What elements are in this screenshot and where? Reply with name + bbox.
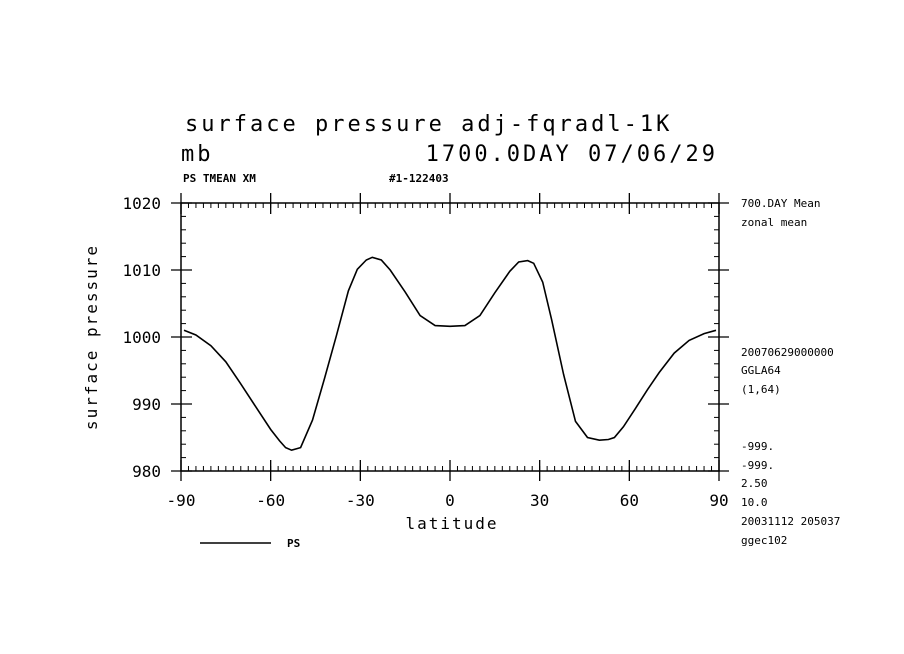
x-tick-label: 90 [709, 491, 728, 510]
y-tick-label: 1000 [122, 328, 161, 347]
x-tick-label: -60 [256, 491, 285, 510]
missing-1: -999. [741, 440, 774, 453]
val-a: 2.50 [741, 477, 768, 490]
missing-2: -999. [741, 459, 774, 472]
field-label: PS TMEAN XM [183, 172, 256, 185]
val-b: 10.0 [741, 496, 768, 509]
x-tick-label: 0 [445, 491, 455, 510]
x-tick-label: -30 [346, 491, 375, 510]
machine-label: ggec102 [741, 534, 787, 547]
run-label: #1-122403 [389, 172, 449, 185]
plot-frame [180, 202, 720, 472]
y-axis-title: surface pressure [82, 244, 101, 430]
zonal-label: zonal mean [741, 216, 807, 229]
units-label: mb [181, 142, 214, 167]
time-label: 1700.0DAY 07/06/29 [426, 142, 718, 167]
indices-label: (1,64) [741, 383, 781, 396]
grid-label: GGLA64 [741, 364, 781, 377]
major-ticks [171, 193, 729, 481]
chart-title: surface pressure adj-fqradl-1K [185, 112, 672, 137]
date-code: 20070629000000 [741, 346, 834, 359]
x-axis-title: latitude [405, 514, 498, 533]
series-line-ps [183, 256, 717, 452]
timestamp: 20031112 205037 [741, 515, 840, 528]
y-tick-label: 980 [132, 462, 161, 481]
x-tick-label: -90 [167, 491, 196, 510]
legend-label: PS [287, 537, 300, 550]
minor-ticks [180, 202, 720, 472]
mean-label: 700.DAY Mean [741, 197, 820, 210]
x-tick-label: 60 [620, 491, 639, 510]
y-tick-label: 1020 [122, 194, 161, 213]
x-tick-labels: -90 -60 -30 0 30 60 90 [167, 491, 729, 510]
y-tick-labels: 980 990 1000 1010 1020 [122, 194, 161, 481]
y-tick-label: 1010 [122, 261, 161, 280]
x-tick-label: 30 [530, 491, 549, 510]
y-tick-label: 990 [132, 395, 161, 414]
